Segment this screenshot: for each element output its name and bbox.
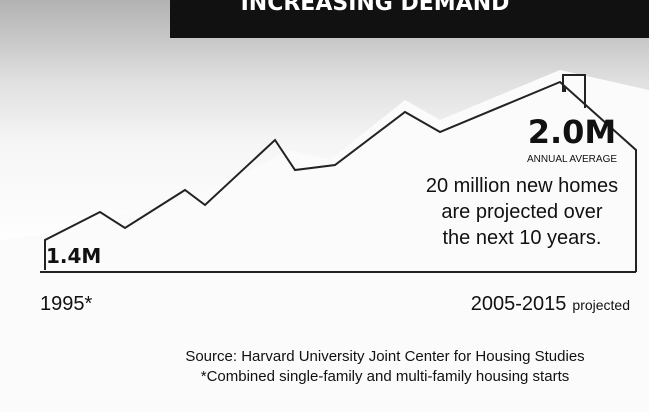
page: INCREASING DEMAND 1.4M 2.0M ANNUAL AVERA… <box>0 0 649 412</box>
footnote: *Combined single-family and multi-family… <box>201 368 569 385</box>
end-value: 2.0M <box>528 113 617 151</box>
start-year: 1995* <box>40 293 92 315</box>
start-value: 1.4M <box>46 244 101 268</box>
note-line: are projected over <box>441 201 603 223</box>
period-note: projected <box>572 297 630 313</box>
source: Source: Harvard University Joint Center … <box>185 348 584 365</box>
title: INCREASING DEMAND <box>241 0 510 16</box>
end-caption: ANNUAL AVERAGE <box>527 154 617 165</box>
note-line: 20 million new homes <box>426 175 618 197</box>
note-line: the next 10 years. <box>443 227 602 249</box>
end-period: 2005-2015 projected <box>471 293 630 315</box>
period: 2005-2015 <box>471 293 567 315</box>
infographic: INCREASING DEMAND 1.4M 2.0M ANNUAL AVERA… <box>0 0 649 412</box>
